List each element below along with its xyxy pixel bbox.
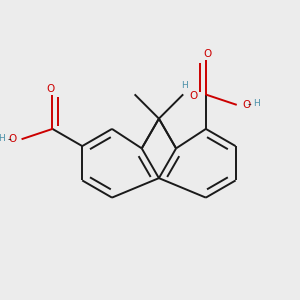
Text: O: O — [203, 49, 212, 59]
Text: H: H — [181, 81, 188, 90]
Text: -: - — [7, 134, 11, 144]
Text: O: O — [242, 100, 250, 110]
Text: O: O — [8, 134, 16, 144]
Text: -: - — [248, 99, 252, 109]
Text: O: O — [47, 84, 55, 94]
Text: H: H — [253, 100, 260, 109]
Text: H: H — [0, 134, 5, 143]
Text: O: O — [189, 91, 197, 100]
